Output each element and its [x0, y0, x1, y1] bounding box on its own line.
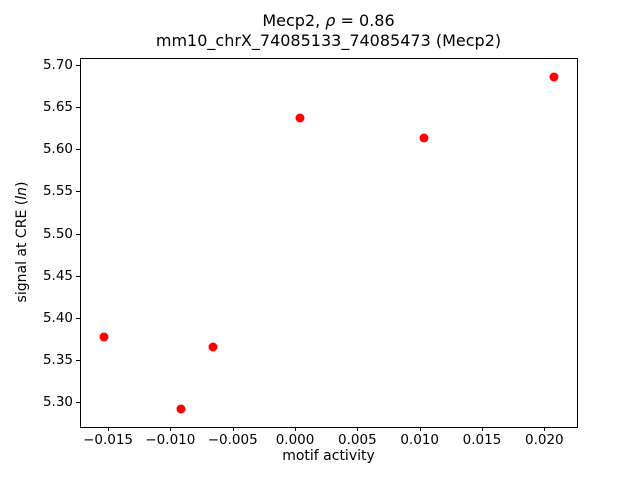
x-tick-label: −0.010	[145, 432, 196, 448]
y-tick-mark	[76, 275, 80, 277]
y-tick-mark	[76, 149, 80, 151]
x-tick-mark	[108, 427, 110, 431]
x-tick-mark	[232, 427, 234, 431]
chart-title-line1: Mecp2, ρ = 0.86	[80, 11, 577, 31]
data-point	[99, 332, 109, 342]
x-tick-label: 0.015	[462, 432, 502, 448]
y-tick-label: 5.50	[42, 225, 73, 242]
data-point	[295, 113, 305, 123]
x-tick-label: 0.005	[338, 432, 377, 448]
y-tick-mark	[76, 191, 80, 193]
title-text: Mecp2,	[262, 11, 326, 30]
y-tick-label: 5.60	[42, 141, 73, 158]
data-point	[208, 342, 217, 352]
y-tick-label: 5.40	[42, 309, 73, 326]
x-tick-mark	[419, 427, 421, 431]
x-tick-mark	[482, 427, 483, 431]
y-tick-mark	[76, 233, 80, 235]
y-tick-label: 5.65	[42, 98, 73, 115]
data-point	[549, 72, 559, 82]
y-tick-label: 5.35	[42, 352, 73, 369]
data-point	[419, 133, 429, 143]
y-tick-mark	[76, 106, 80, 108]
x-tick-label: 0.000	[275, 432, 315, 448]
chart-title-line2: mm10_chrX_74085133_74085473 (Mecp2)	[155, 31, 502, 50]
y-tick-mark	[76, 402, 80, 404]
x-tick-label: 0.020	[525, 432, 564, 448]
x-tick-mark	[357, 427, 359, 431]
x-tick-label: −0.015	[83, 432, 134, 448]
chart-title: Mecp2, ρ = 0.86 mm10_chrX_74085133_74085…	[80, 11, 577, 51]
x-tick-mark	[170, 427, 172, 431]
y-axis-label: signal at CRE (ln)	[14, 182, 30, 303]
x-tick-label: −0.005	[207, 432, 258, 448]
y-tick-label: 5.55	[42, 183, 73, 200]
x-tick-mark	[544, 427, 546, 431]
y-tick-mark	[76, 360, 80, 362]
title-rho-symbol: ρ	[325, 11, 336, 30]
y-tick-mark	[76, 64, 80, 66]
y-tick-label: 5.45	[42, 267, 73, 284]
title-correlation-value: = 0.86	[335, 11, 395, 30]
data-point	[176, 404, 186, 414]
y-tick-label: 5.30	[42, 394, 73, 411]
y-axis-label-text: signal at CRE (	[14, 199, 30, 303]
plot-area	[80, 58, 578, 428]
x-axis-label: motif activity	[282, 448, 375, 464]
x-tick-label: 0.010	[400, 432, 439, 448]
y-tick-label: 5.70	[42, 56, 73, 73]
x-tick-mark	[295, 427, 297, 431]
y-tick-mark	[76, 317, 80, 319]
